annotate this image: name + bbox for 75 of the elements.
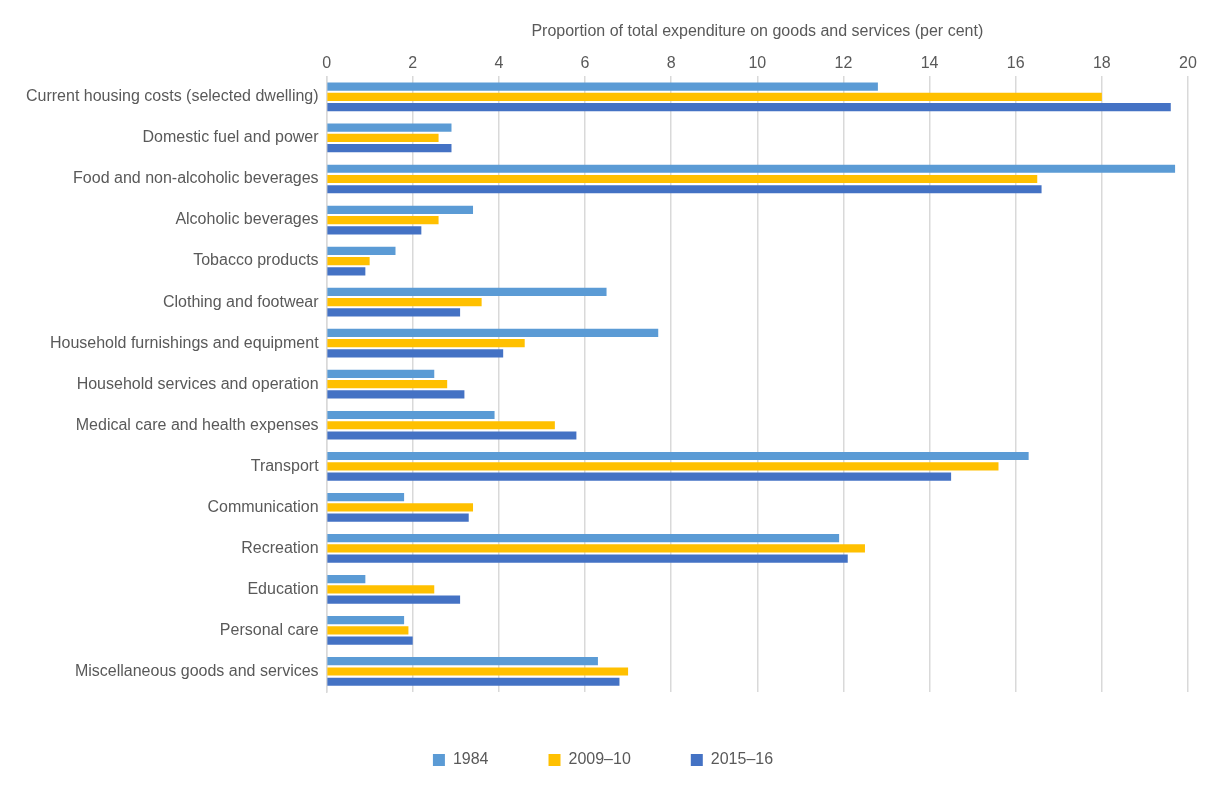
y-tick-label: Domestic fuel and power xyxy=(142,128,320,146)
x-axis-title: Proportion of total expenditure on goods and services (per cent) xyxy=(531,22,984,40)
bar xyxy=(327,503,474,512)
y-tick-label: Communication xyxy=(207,497,319,515)
bar xyxy=(327,82,878,91)
x-tick-label: 12 xyxy=(834,54,853,72)
bar xyxy=(327,328,659,337)
bar xyxy=(327,92,1102,102)
bar xyxy=(327,616,405,625)
bar xyxy=(327,492,405,502)
y-tick-label: Current housing costs (selected dwelling) xyxy=(25,87,319,105)
y-tick-label: Transport xyxy=(250,456,320,474)
x-tick-label: 4 xyxy=(494,54,504,72)
bar xyxy=(327,287,607,296)
x-tick-label: 2 xyxy=(408,54,418,72)
bar xyxy=(327,215,439,225)
y-tick-label: Personal care xyxy=(219,620,319,638)
bar xyxy=(327,544,865,553)
bar xyxy=(327,421,555,430)
legend-label: 2009–10 xyxy=(568,750,631,768)
bar xyxy=(327,226,422,235)
bar xyxy=(327,667,629,676)
bar xyxy=(327,472,952,481)
bar xyxy=(327,554,848,563)
y-tick-label: Household furnishings and equipment xyxy=(49,333,320,351)
x-tick-label: 14 xyxy=(920,54,939,72)
x-tick-label: 0 xyxy=(322,54,332,72)
bar xyxy=(327,256,370,266)
bar xyxy=(327,451,1029,461)
x-tick-label: 10 xyxy=(748,54,767,72)
y-tick-label: Food and non-alcoholic beverages xyxy=(73,169,319,187)
bar xyxy=(327,585,435,594)
x-tick-label: 16 xyxy=(1006,54,1025,72)
bar xyxy=(327,298,482,307)
bar xyxy=(327,462,999,471)
bar xyxy=(327,390,465,399)
bar xyxy=(327,174,1038,184)
bar xyxy=(327,133,439,143)
y-tick-label: Medical care and health expenses xyxy=(75,415,319,433)
bar xyxy=(327,636,413,645)
bar xyxy=(327,380,448,389)
y-tick-label: Tobacco products xyxy=(193,251,319,269)
y-tick-label: Alcoholic beverages xyxy=(175,210,319,228)
y-tick-label: Miscellaneous goods and services xyxy=(74,661,319,679)
bar xyxy=(327,205,474,214)
bar xyxy=(327,267,366,276)
bar xyxy=(327,185,1042,194)
bar xyxy=(327,144,452,153)
bar xyxy=(327,103,1171,112)
bar xyxy=(327,123,452,132)
bar xyxy=(327,339,525,348)
y-tick-label: Household services and operation xyxy=(76,374,319,392)
bar xyxy=(327,513,469,522)
bar xyxy=(327,595,461,604)
bar xyxy=(327,369,435,379)
bar xyxy=(327,246,396,255)
bar xyxy=(327,308,461,317)
bar xyxy=(327,534,840,543)
x-tick-label: 6 xyxy=(580,54,590,72)
legend-label: 2015–16 xyxy=(710,750,774,768)
bar xyxy=(327,677,620,686)
bar xyxy=(327,431,577,440)
bar xyxy=(327,657,598,666)
bar xyxy=(327,410,495,420)
x-tick-label: 20 xyxy=(1179,54,1197,72)
x-tick-label: 18 xyxy=(1092,54,1111,72)
x-tick-label: 8 xyxy=(666,54,676,72)
bar xyxy=(327,164,1176,173)
bar xyxy=(327,626,409,635)
y-tick-label: Education xyxy=(247,579,319,597)
bar xyxy=(327,575,366,584)
y-tick-label: Clothing and footwear xyxy=(162,292,320,310)
legend-label: 1984 xyxy=(452,750,489,768)
y-tick-label: Recreation xyxy=(241,538,319,556)
bar xyxy=(327,349,504,358)
